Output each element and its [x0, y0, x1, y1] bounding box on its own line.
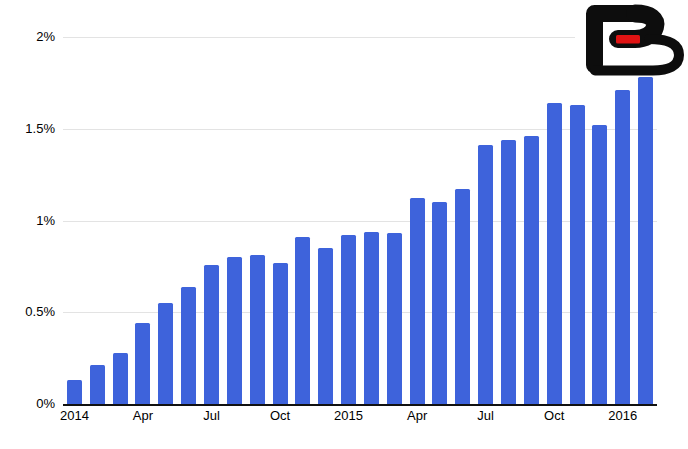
bar-aug-2015: [501, 140, 516, 404]
bar-mar-2015: [387, 233, 402, 404]
bar-feb-2015: [364, 232, 379, 404]
bar-feb-2016: [638, 77, 653, 404]
bar-sep-2015: [524, 136, 539, 404]
bar-mar-2014: [113, 353, 128, 404]
bar-jan-2016: [615, 90, 630, 404]
bar-apr-2015: [410, 198, 425, 404]
gridline-1%: [63, 221, 657, 222]
bar-may-2014: [158, 303, 173, 404]
y-tick-label-1.5%: 1.5%: [7, 121, 55, 137]
bar-nov-2014: [295, 237, 310, 404]
gridline-1.5%: [63, 129, 657, 130]
b-logo-icon: [575, 0, 688, 77]
bar-may-2015: [432, 202, 447, 404]
bar-jun-2015: [455, 189, 470, 404]
bar-jan-2015: [341, 235, 356, 404]
chart-canvas: 0% 0.5% 1% 1.5% 2% 2014 Apr Jul Oct 2015 Apr Jul Oct…: [0, 0, 688, 449]
x-axis-line: [63, 404, 657, 406]
y-tick-label-2%: 2%: [7, 29, 55, 45]
bar-dec-2015: [592, 125, 607, 404]
bar-oct-2015: [547, 103, 562, 404]
plot-area: [63, 37, 657, 404]
x-tick-label-Apr: Apr: [393, 408, 441, 424]
bar-apr-2014: [135, 323, 150, 404]
bar-jun-2014: [181, 287, 196, 404]
bar-nov-2015: [570, 105, 585, 404]
x-tick-label-Jul: Jul: [188, 408, 236, 424]
x-tick-label-2014: 2014: [50, 408, 98, 424]
bar-dec-2014: [318, 248, 333, 404]
x-tick-label-Apr: Apr: [119, 408, 167, 424]
bar-feb-2014: [90, 365, 105, 404]
bar-oct-2014: [273, 263, 288, 404]
gridline-2%: [63, 37, 657, 38]
bar-jan-2014: [67, 380, 82, 404]
bar-aug-2014: [227, 257, 242, 404]
bar-jul-2014: [204, 265, 219, 404]
x-tick-label-Oct: Oct: [256, 408, 304, 424]
bar-sep-2014: [250, 255, 265, 404]
bitcoinist-logo: [575, 0, 688, 77]
x-tick-label-2016: 2016: [599, 408, 647, 424]
logo-red-dash-icon: [616, 35, 640, 44]
y-tick-label-0%: 0%: [7, 396, 55, 412]
x-tick-label-2015: 2015: [325, 408, 373, 424]
y-tick-label-0.5%: 0.5%: [7, 304, 55, 320]
gridline-0.5%: [63, 312, 657, 313]
x-tick-label-Oct: Oct: [530, 408, 578, 424]
bar-jul-2015: [478, 145, 493, 404]
x-tick-label-Jul: Jul: [462, 408, 510, 424]
y-tick-label-1%: 1%: [7, 213, 55, 229]
